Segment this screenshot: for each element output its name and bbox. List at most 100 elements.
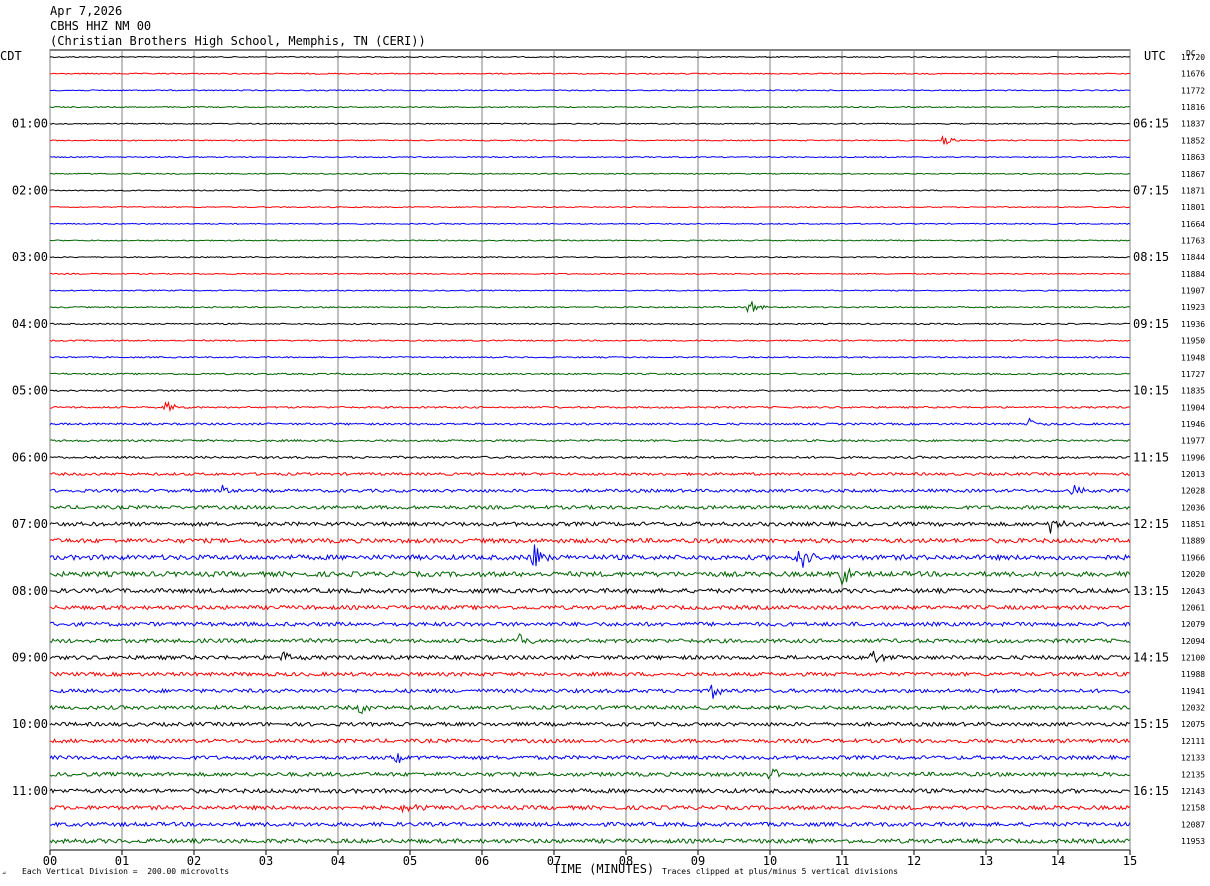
- trace-line-3: [49, 89, 1131, 92]
- trace-line-10: [49, 206, 1131, 209]
- dc-offset-label: 12158: [1181, 804, 1205, 813]
- trace-line-19: [49, 355, 1131, 359]
- x-tick-label: 00: [43, 854, 57, 868]
- x-tick-label: 12: [907, 854, 921, 868]
- right-time-label: 09:15: [1133, 317, 1169, 331]
- left-time-label: 06:00: [12, 450, 48, 464]
- dc-offset-label: 11966: [1181, 553, 1205, 562]
- trace-line-21: [49, 389, 1131, 393]
- dc-offset-label: 12061: [1181, 603, 1205, 612]
- left-time-label: 10:00: [12, 717, 48, 731]
- right-time-label: 06:15: [1133, 117, 1169, 131]
- trace-lines: [49, 55, 1131, 845]
- dc-offset-label: 11953: [1181, 837, 1205, 846]
- dc-offset-label: 11948: [1181, 353, 1205, 362]
- right-time-label: 12:15: [1133, 517, 1169, 531]
- dc-offset-label: 11936: [1181, 320, 1205, 329]
- x-tick-label: 10: [763, 854, 777, 868]
- x-tick-label: 03: [259, 854, 273, 868]
- trace-line-18: [49, 339, 1131, 342]
- station-code: CBHS HHZ NM 00: [50, 19, 152, 33]
- trace-line-20: [49, 372, 1131, 376]
- left-time-label: 03:00: [12, 250, 48, 264]
- minute-gridlines: [49, 50, 1131, 855]
- x-tick-label: 04: [331, 854, 345, 868]
- trace-line-43: [49, 753, 1131, 764]
- trace-line-2: [49, 72, 1131, 75]
- trace-line-6: [49, 135, 1131, 145]
- dc-offset-label: 12020: [1181, 570, 1205, 579]
- dc-offset-label: 12111: [1181, 737, 1205, 746]
- dc-offset-label: 11977: [1181, 437, 1205, 446]
- dc-offset-label: 12075: [1181, 720, 1205, 729]
- dc-offset-label: 12133: [1181, 754, 1205, 763]
- axis-labels: 00 01 02 03 04 05 06 07 08 09 10 11 12 13 14 15 11720 116…: [12, 53, 1205, 868]
- dc-offset-label: 11772: [1181, 86, 1205, 95]
- scale-note: Each Vertical Division = 200.00 microvol…: [22, 867, 230, 876]
- dc-offset-label: 11904: [1181, 403, 1205, 412]
- plot-date: Apr 7,2026: [50, 4, 123, 18]
- trace-line-45: [49, 787, 1131, 795]
- trace-line-41: [49, 721, 1131, 728]
- trace-line-11: [49, 222, 1131, 225]
- dc-offset-label: 11720: [1181, 53, 1205, 62]
- plot-frame: [49, 49, 1131, 851]
- trace-line-5: [49, 122, 1131, 125]
- x-tick-label: 09: [691, 854, 705, 868]
- trace-line-30: [49, 537, 1131, 545]
- trace-line-39: [49, 684, 1131, 699]
- dc-offset-label: 11867: [1181, 170, 1205, 179]
- dc-offset-label: 12135: [1181, 770, 1205, 779]
- dc-offset-label: 11664: [1181, 220, 1205, 229]
- trace-line-34: [49, 604, 1131, 611]
- dc-offset-label: 12094: [1181, 637, 1205, 646]
- trace-line-12: [49, 239, 1131, 242]
- right-time-label: 14:15: [1133, 651, 1169, 665]
- dc-offset-label: 11844: [1181, 253, 1205, 262]
- corner-mark: ⟓: [2, 867, 6, 876]
- dc-offset-label: 11941: [1181, 687, 1205, 696]
- dc-offset-label: 12087: [1181, 820, 1205, 829]
- trace-line-31: [49, 544, 1131, 568]
- trace-line-16: [49, 301, 1131, 314]
- dc-offset-label: 12028: [1181, 487, 1205, 496]
- dc-offset-label: 11884: [1181, 270, 1205, 279]
- dc-offset-label: 11851: [1181, 520, 1205, 529]
- dc-offset-label: 11907: [1181, 287, 1205, 296]
- right-time-label: 16:15: [1133, 784, 1169, 798]
- trace-line-24: [49, 438, 1131, 443]
- right-time-label: 15:15: [1133, 717, 1169, 731]
- x-tick-label: 11: [835, 854, 849, 868]
- trace-line-26: [49, 471, 1131, 477]
- left-time-label: 11:00: [12, 784, 48, 798]
- x-axis-title: TIME (MINUTES): [553, 862, 655, 876]
- trace-line-9: [49, 189, 1131, 192]
- dc-offset-label: 12013: [1181, 470, 1205, 479]
- dc-offset-label: 11727: [1181, 370, 1205, 379]
- trace-line-22: [50, 400, 1131, 413]
- dc-offset-label: 11946: [1181, 420, 1205, 429]
- trace-line-44: [49, 768, 1131, 780]
- dc-offset-label: 11863: [1181, 153, 1205, 162]
- dc-offset-label: 11837: [1181, 120, 1205, 129]
- right-time-label: 07:15: [1133, 183, 1169, 197]
- left-time-label: 02:00: [12, 183, 48, 197]
- dc-offset-label: 11676: [1181, 70, 1205, 79]
- trace-line-47: [49, 821, 1131, 828]
- dc-offset-label: 11816: [1181, 103, 1205, 112]
- trace-line-27: [49, 484, 1131, 496]
- x-tick-label: 01: [115, 854, 129, 868]
- trace-line-33: [49, 587, 1131, 595]
- dc-offset-label: 11801: [1181, 203, 1205, 212]
- left-time-label: 08:00: [12, 584, 48, 598]
- trace-line-25: [49, 455, 1131, 460]
- left-time-label: 04:00: [12, 317, 48, 331]
- trace-line-40: [49, 704, 1131, 715]
- trace-line-14: [49, 272, 1131, 275]
- left-timezone: CDT: [0, 49, 22, 63]
- trace-line-38: [49, 671, 1131, 678]
- x-tick-label: 07: [547, 854, 561, 868]
- x-tick-label: 08: [619, 854, 633, 868]
- right-timezone: UTC: [1144, 49, 1166, 63]
